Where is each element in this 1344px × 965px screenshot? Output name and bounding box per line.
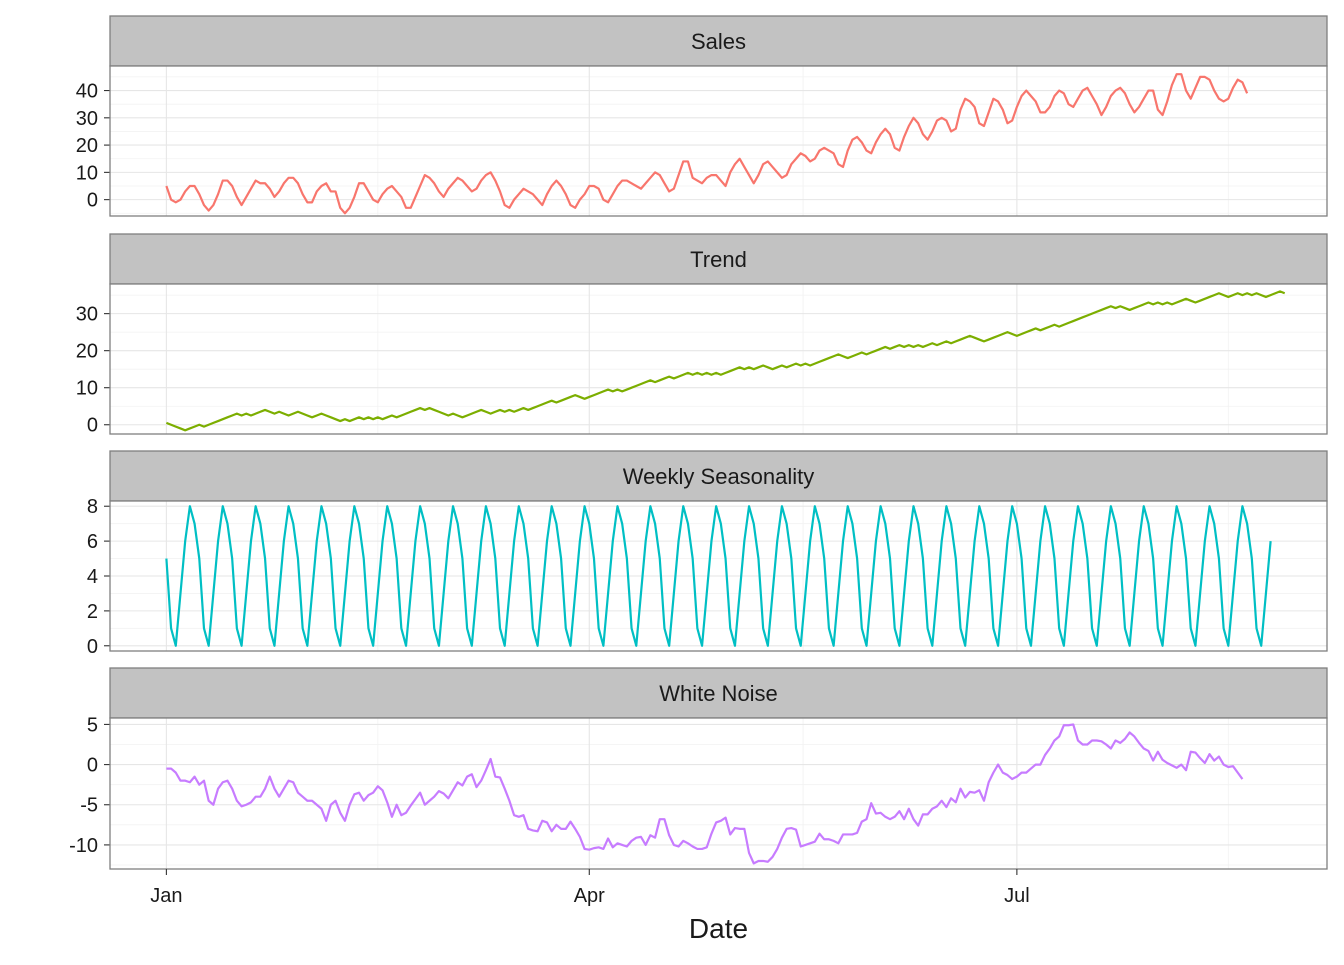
strip-white-noise	[109, 667, 1328, 719]
panel-border-sales	[109, 65, 1328, 217]
y-tick-label-sales: 10	[76, 162, 98, 184]
strip-label-sales: Sales	[691, 29, 746, 54]
panel-trend	[110, 284, 1327, 434]
strip-weekly-seasonality	[109, 450, 1328, 502]
y-tick-label-trend: 0	[87, 415, 98, 437]
y-tick-label-sales: 40	[76, 81, 98, 103]
strip-label-trend: Trend	[690, 247, 747, 272]
x-tick-label: Apr	[574, 885, 605, 907]
strip-label-white-noise: White Noise	[659, 681, 778, 706]
panel-white-noise	[110, 718, 1327, 869]
panel-sales	[110, 66, 1327, 216]
y-tick-label-white-noise: -10	[69, 835, 98, 857]
y-tick-label-weekly-seasonality: 4	[87, 566, 98, 588]
y-tick-label-weekly-seasonality: 2	[87, 601, 98, 623]
series-line-weekly-seasonality	[165, 505, 1272, 647]
y-tick-label-trend: 20	[76, 341, 98, 363]
panel-border-trend	[109, 283, 1328, 435]
series-line-sales	[165, 73, 1249, 215]
y-tick-label-weekly-seasonality: 8	[87, 496, 98, 518]
y-tick-label-weekly-seasonality: 6	[87, 531, 98, 553]
panel-border-white-noise	[109, 717, 1328, 870]
series-line-trend	[165, 290, 1286, 432]
y-tick-label-white-noise: -5	[80, 795, 98, 817]
y-tick-label-white-noise: 5	[87, 714, 98, 736]
y-tick-label-sales: 30	[76, 108, 98, 130]
strip-label-weekly-seasonality: Weekly Seasonality	[623, 464, 815, 489]
panel-border-weekly-seasonality	[109, 500, 1328, 652]
strip-trend	[109, 233, 1328, 285]
x-tick-label: Jul	[1004, 885, 1030, 907]
y-tick-label-trend: 30	[76, 304, 98, 326]
y-tick-label-sales: 0	[87, 190, 98, 212]
x-axis-label: Date	[689, 913, 748, 944]
y-tick-label-sales: 20	[76, 135, 98, 157]
series-line-white-noise	[166, 723, 1244, 865]
strip-sales	[109, 15, 1328, 67]
y-tick-label-trend: 10	[76, 378, 98, 400]
y-tick-label-weekly-seasonality: 0	[87, 636, 98, 658]
x-tick-label: Jan	[150, 885, 182, 907]
y-tick-label-white-noise: 0	[87, 755, 98, 777]
